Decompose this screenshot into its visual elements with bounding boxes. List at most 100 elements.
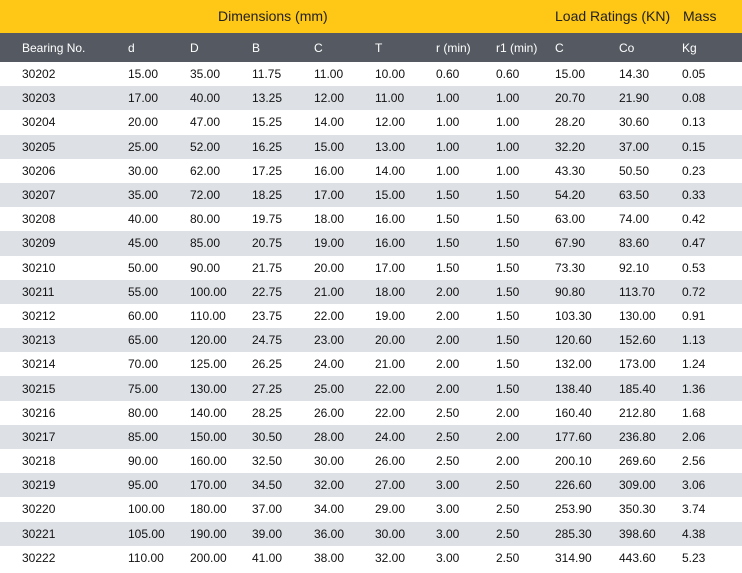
table-cell: 22.00 xyxy=(314,303,375,329)
table-cell: 110.00 xyxy=(190,303,252,329)
table-cell: 236.80 xyxy=(619,424,682,449)
bearing-number-cell: 30222 xyxy=(0,545,128,570)
bearing-number-cell: 30218 xyxy=(0,449,128,474)
table-row: 30204 20.00 47.00 15.25 14.00 12.00 1.00 1.00 28… xyxy=(0,110,742,135)
table-cell: 0.33 xyxy=(682,182,742,208)
table-row: 30211 55.00 100.00 22.75 21.00 18.00 2.00 1.50 9… xyxy=(0,279,742,304)
table-cell: 1.00 xyxy=(436,86,496,111)
table-cell: 253.90 xyxy=(555,497,619,522)
table-cell: 2.00 xyxy=(436,303,496,329)
table-cell: 17.00 xyxy=(128,86,190,111)
table-cell: 120.00 xyxy=(190,328,252,353)
column-header: Co xyxy=(619,33,682,62)
table-cell: 2.50 xyxy=(496,473,555,498)
table-cell: 3.06 xyxy=(682,473,742,498)
table-cell: 27.25 xyxy=(252,376,314,401)
table-cell: 3.00 xyxy=(436,521,496,546)
table-cell: 180.00 xyxy=(190,497,252,522)
table-cell: 1.50 xyxy=(496,255,555,280)
table-cell: 132.00 xyxy=(555,352,619,377)
table-cell: 16.25 xyxy=(252,134,314,159)
table-cell: 37.00 xyxy=(252,497,314,522)
table-cell: 62.00 xyxy=(190,158,252,183)
table-cell: 26.00 xyxy=(375,449,436,474)
table-cell: 226.60 xyxy=(555,473,619,498)
bearing-number-cell: 30216 xyxy=(0,400,128,425)
table-cell: 95.00 xyxy=(128,473,190,498)
table-cell: 22.75 xyxy=(252,279,314,304)
table-cell: 150.00 xyxy=(190,424,252,449)
table-row: 30216 80.00 140.00 28.25 26.00 22.00 2.50 2.00 1… xyxy=(0,400,742,425)
table-cell: 1.50 xyxy=(436,182,496,208)
table-cell: 130.00 xyxy=(619,303,682,329)
table-cell: 19.75 xyxy=(252,207,314,232)
table-row: 30209 45.00 85.00 20.75 19.00 16.00 1.50 1.50 67… xyxy=(0,231,742,256)
table-cell: 63.00 xyxy=(555,207,619,232)
table-row: 30215 75.00 130.00 27.25 25.00 22.00 2.00 1.50 1… xyxy=(0,376,742,401)
table-cell: 14.00 xyxy=(375,158,436,183)
table-row: 30210 50.00 90.00 21.75 20.00 17.00 1.50 1.50 73… xyxy=(0,255,742,280)
table-cell: 32.00 xyxy=(375,545,436,570)
table-cell: 20.70 xyxy=(555,86,619,111)
table-cell: 11.75 xyxy=(252,62,314,87)
table-cell: 36.00 xyxy=(314,521,375,546)
table-cell: 2.50 xyxy=(496,521,555,546)
table-cell: 0.13 xyxy=(682,110,742,135)
table-cell: 74.00 xyxy=(619,207,682,232)
table-cell: 173.00 xyxy=(619,352,682,377)
column-header: C xyxy=(555,33,619,62)
table-cell: 1.00 xyxy=(496,134,555,159)
table-cell: 2.50 xyxy=(436,449,496,474)
bearing-number-cell: 30211 xyxy=(0,279,128,304)
table-cell: 40.00 xyxy=(190,86,252,111)
table-cell: 24.00 xyxy=(375,424,436,449)
table-row: 30207 35.00 72.00 18.25 17.00 15.00 1.50 1.50 54… xyxy=(0,182,742,208)
table-cell: 11.00 xyxy=(314,62,375,87)
table-cell: 85.00 xyxy=(128,424,190,449)
table-cell: 70.00 xyxy=(128,352,190,377)
table-cell: 1.50 xyxy=(436,255,496,280)
table-cell: 1.13 xyxy=(682,328,742,353)
bearing-number-cell: 30207 xyxy=(0,182,128,208)
table-cell: 35.00 xyxy=(128,182,190,208)
table-cell: 200.10 xyxy=(555,449,619,474)
column-header: d xyxy=(128,33,190,62)
table-cell: 13.25 xyxy=(252,86,314,111)
table-cell: 43.30 xyxy=(555,158,619,183)
table-cell: 100.00 xyxy=(128,497,190,522)
table-cell: 83.60 xyxy=(619,231,682,256)
table-cell: 2.00 xyxy=(496,400,555,425)
table-cell: 35.00 xyxy=(190,62,252,87)
table-cell: 443.60 xyxy=(619,545,682,570)
table-cell: 103.30 xyxy=(555,303,619,329)
table-cell: 24.75 xyxy=(252,328,314,353)
table-cell: 2.50 xyxy=(436,424,496,449)
table-row: 30220 100.00 180.00 37.00 34.00 29.00 3.00 2.50… xyxy=(0,497,742,522)
bearing-number-cell: 30203 xyxy=(0,86,128,111)
table-cell: 17.00 xyxy=(314,182,375,208)
table-cell: 34.00 xyxy=(314,497,375,522)
table-cell: 20.75 xyxy=(252,231,314,256)
table-cell: 2.00 xyxy=(436,328,496,353)
table-cell: 21.75 xyxy=(252,255,314,280)
column-header: T xyxy=(375,33,436,62)
table-cell: 47.00 xyxy=(190,110,252,135)
table-cell: 18.00 xyxy=(314,207,375,232)
table-cell: 40.00 xyxy=(128,207,190,232)
table-cell: 269.60 xyxy=(619,449,682,474)
table-cell: 100.00 xyxy=(190,279,252,304)
table-row: 30203 17.00 40.00 13.25 12.00 11.00 1.00 1.00 20… xyxy=(0,86,742,111)
table-cell: 19.00 xyxy=(375,303,436,329)
table-cell: 26.00 xyxy=(314,400,375,425)
table-cell: 28.20 xyxy=(555,110,619,135)
table-cell: 16.00 xyxy=(375,207,436,232)
table-cell: 3.00 xyxy=(436,545,496,570)
table-cell: 0.23 xyxy=(682,158,742,183)
table-cell: 3.00 xyxy=(436,473,496,498)
table-cell: 90.80 xyxy=(555,279,619,304)
table-row: 30221 105.00 190.00 39.00 36.00 30.00 3.00 2.50… xyxy=(0,521,742,546)
table-cell: 1.00 xyxy=(496,86,555,111)
table-row: 30206 30.00 62.00 17.25 16.00 14.00 1.00 1.00 43… xyxy=(0,158,742,183)
table-cell: 177.60 xyxy=(555,424,619,449)
table-cell: 50.00 xyxy=(128,255,190,280)
